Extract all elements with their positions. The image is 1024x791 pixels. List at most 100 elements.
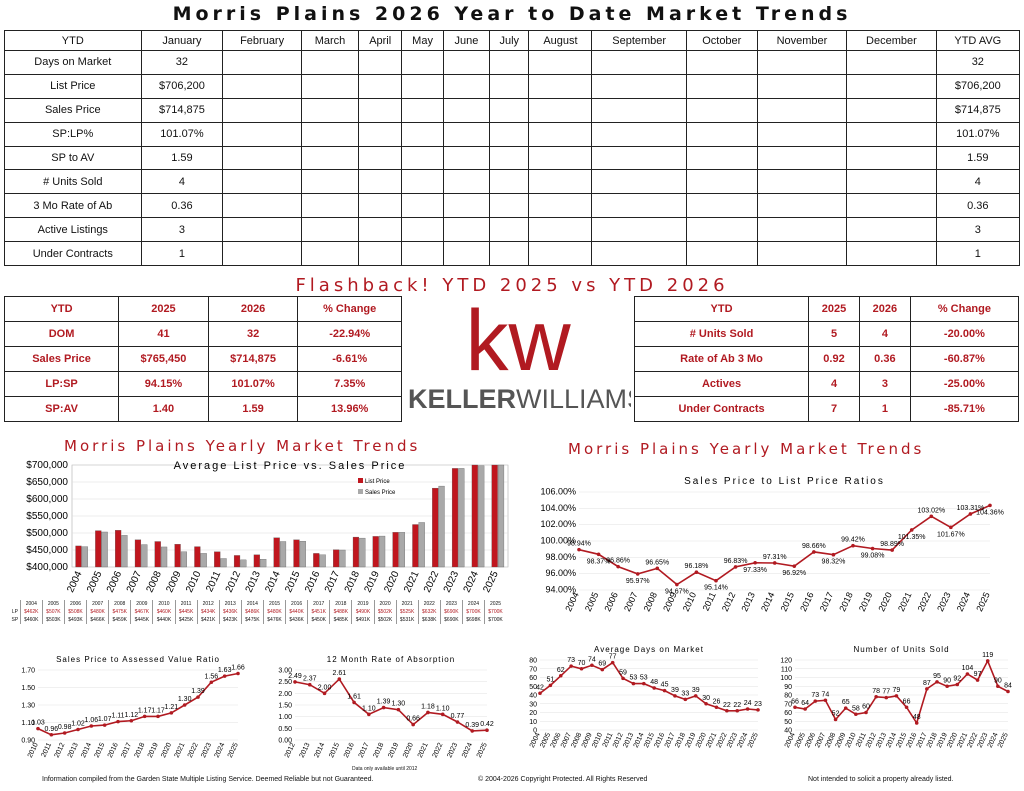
y-tick-label: 1.10 [21, 720, 35, 727]
y-tick-label: 1.50 [278, 703, 292, 710]
y-tick-label: 10 [529, 719, 537, 726]
ytd-cell [442, 97, 491, 123]
data-point [909, 528, 914, 532]
compare-cell: 4 [808, 371, 860, 397]
price-table-cell: 2013 [218, 600, 242, 608]
data-point [935, 680, 939, 684]
price-table-cell: 2010 [152, 600, 176, 608]
data-label: 60 [862, 704, 870, 711]
compare-col-header: % Change [297, 296, 402, 322]
data-point [222, 674, 227, 678]
price-table-row: 2004 2005 2006 2007 2008 2009 2010 2011 2012 2013… [10, 600, 506, 608]
data-label: 1.17 [151, 707, 165, 714]
ytd-cell [222, 73, 302, 99]
list-price-bar [491, 464, 498, 568]
compare-cell: 4 [858, 321, 911, 347]
ytd-cell: 4 [140, 169, 224, 195]
x-tick-label: 2006 [105, 569, 125, 594]
chart-list-vs-sales: $400,000 $450,000 $500,000 $550,000 $600,000… [26, 460, 509, 594]
y-tick-label: $600,000 [26, 494, 68, 505]
data-point [854, 712, 858, 717]
price-table-cell: 2007 [86, 600, 109, 608]
data-point [455, 720, 460, 724]
data-label: 77 [882, 689, 890, 696]
ytd-cell [685, 97, 758, 123]
section-title-left: Morris Plains Yearly Market Trends [64, 437, 421, 455]
data-point [577, 547, 581, 552]
y-tick-label: 70 [529, 666, 537, 673]
sales-price-bar [200, 553, 207, 568]
x-tick-label: 2021 [417, 742, 430, 759]
price-table-cell: $445K [130, 616, 153, 624]
y-tick-label: 50 [784, 719, 792, 726]
data-point [756, 708, 760, 712]
data-label: 99.08% [861, 553, 885, 560]
ytd-cell [685, 217, 758, 242]
price-table-label: LP [11, 609, 18, 615]
ytd-col-header: September [591, 30, 687, 51]
data-label: 97.33% [743, 567, 767, 574]
x-tick-label: 2014 [263, 569, 283, 594]
price-table-cell: $508K [63, 608, 87, 616]
data-label: 1.61 [347, 693, 361, 700]
data-point [813, 699, 818, 703]
chart-title: Sales Price to Assessed Value Ratio [56, 655, 220, 664]
y-tick-label: 1.70 [21, 668, 35, 675]
x-tick-label: 2017 [323, 569, 343, 594]
ytd-cell [442, 145, 491, 171]
ytd-cell [358, 145, 403, 171]
x-tick-label: 2015 [94, 742, 107, 759]
data-point [169, 711, 174, 715]
data-point [642, 681, 646, 686]
ytd-cell [442, 169, 491, 195]
price-table-cell: $632K [417, 608, 441, 616]
x-tick-label: 2015 [283, 569, 303, 594]
data-label: 73 [567, 657, 575, 664]
data-point [694, 570, 699, 574]
data-label: 2.00 [318, 684, 332, 691]
ytd-cell [685, 169, 758, 195]
data-label: 98.89% [880, 541, 904, 548]
data-point [843, 706, 848, 710]
compare-cell: 32 [207, 321, 299, 347]
data-label: 64 [801, 700, 809, 707]
data-point [793, 705, 797, 710]
price-table-cell: $462K [19, 608, 43, 616]
ytd-cell [591, 193, 687, 219]
absorption-note: Data only available until 2012 [352, 766, 418, 772]
x-tick-label: 2024 [214, 742, 227, 759]
price-table-cell: $480K [86, 608, 109, 616]
ytd-row: SP:LP% 101.07% 101.07% [4, 121, 1021, 147]
ytd-cell: List Price [4, 73, 142, 99]
ytd-cell [489, 169, 530, 195]
data-point [209, 680, 214, 685]
compare-col-header: YTD [3, 296, 120, 322]
data-label: 1.10 [362, 705, 376, 712]
data-point [683, 697, 688, 702]
data-point [870, 546, 875, 551]
ytd-cell [222, 169, 302, 195]
ytd-cell: 1.59 [140, 145, 224, 171]
x-tick-label: 2018 [373, 742, 386, 759]
compare-cell: 101.07% [207, 371, 299, 397]
data-point [610, 660, 615, 665]
ytd-col-header: January [140, 30, 224, 51]
data-label: 30 [702, 695, 710, 702]
list-price-bar [194, 546, 201, 568]
data-label: 53 [640, 675, 648, 682]
ytd-cell: 32 [935, 50, 1021, 75]
x-tick-label: 2024 [955, 591, 973, 613]
chart-title: Average List Price vs. Sales Price [174, 460, 407, 472]
y-tick-label: 94.00% [545, 585, 576, 595]
y-tick-label: $700,000 [26, 460, 68, 471]
ytd-cell [442, 121, 491, 147]
compare-header-row: YTD 2025 2026% Change [3, 296, 402, 322]
ytd-col-header: October [685, 30, 758, 51]
price-table-cell: 2017 [307, 600, 330, 608]
x-tick-label: 2016 [107, 742, 120, 759]
ytd-cell [756, 121, 848, 147]
series-line [539, 661, 759, 712]
list-price-bar [253, 554, 260, 568]
ytd-cell: 0.36 [935, 193, 1021, 219]
ytd-cell [846, 241, 937, 266]
